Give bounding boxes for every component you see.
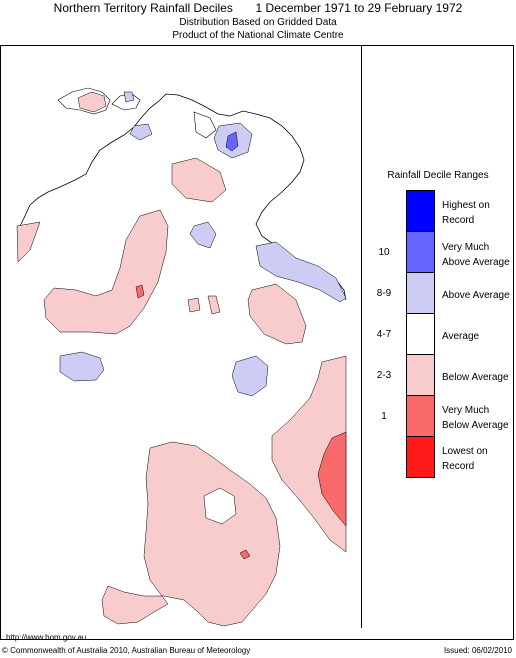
legend-label-very-much-above: Very Much Above Average: [442, 242, 510, 268]
very-much-above-region: [225, 131, 239, 152]
map-title: Northern Territory Rainfall Deciles 1 De…: [0, 1, 516, 15]
very-much-below-region: [135, 284, 145, 299]
legend-swatch-highest: [406, 190, 435, 232]
legend-range-10: 10: [378, 247, 390, 258]
legend-swatch-very-much-below: [406, 395, 435, 437]
legend-label-very-much-below: Very Much Below Average: [442, 405, 509, 431]
frame-divider: [361, 45, 362, 628]
legend-label-above: Above Average: [442, 290, 510, 301]
legend-range-4-7: 4-7: [376, 329, 392, 340]
rainfall-map: [16, 87, 347, 627]
legend-range-2-3: 2-3: [376, 370, 392, 381]
legend-label-average: Average: [442, 331, 480, 342]
map-frame: [0, 45, 514, 640]
legend-label-highest: Highest on Record: [442, 200, 490, 226]
title-main: Northern Territory Rainfall Deciles: [53, 1, 233, 15]
legend-swatch-below: [406, 354, 435, 396]
legend-swatch-average: [406, 313, 435, 355]
subtitle-distribution: Distribution Based on Gridded Data: [179, 17, 337, 28]
very-much-below-region: [239, 549, 251, 560]
below-average-region: [171, 157, 227, 203]
below-average-region: [43, 209, 169, 335]
legend-title: Rainfall Decile Ranges: [387, 170, 489, 181]
legend-swatch-very-much-above: [406, 231, 435, 273]
legend-swatch-lowest: [406, 436, 435, 478]
above-average-region: [231, 355, 269, 397]
legend-range-8-9: 8-9: [376, 288, 392, 299]
title-period: 1 December 1971 to 29 February 1972: [255, 1, 463, 15]
below-average-region: [16, 221, 41, 263]
below-average-region: [271, 355, 347, 553]
legend-label-below: Below Average: [442, 372, 509, 383]
below-average-region: [77, 91, 107, 113]
above-average-region: [189, 221, 217, 249]
above-average-region: [59, 351, 105, 382]
coastline: [18, 93, 347, 301]
subtitle-product: Product of the National Climate Centre: [172, 30, 344, 41]
legend-range-1: 1: [381, 411, 387, 422]
below-average-region: [247, 283, 307, 345]
very-much-below-region: [317, 431, 347, 527]
above-average-region: [129, 123, 153, 141]
copyright-notice: © Commonwealth of Australia 2010, Austra…: [2, 646, 251, 655]
issued-date: Issued: 06/02/2010: [443, 646, 512, 655]
below-average-region: [207, 295, 221, 315]
legend-swatch-above: [406, 272, 435, 314]
below-average-region: [187, 297, 201, 313]
above-average-region: [255, 241, 347, 303]
below-average-region: [101, 441, 281, 627]
source-url[interactable]: http://www.bom.gov.au: [6, 633, 87, 642]
legend-label-lowest: Lowest on Record: [442, 446, 488, 472]
above-average-region: [123, 91, 135, 103]
